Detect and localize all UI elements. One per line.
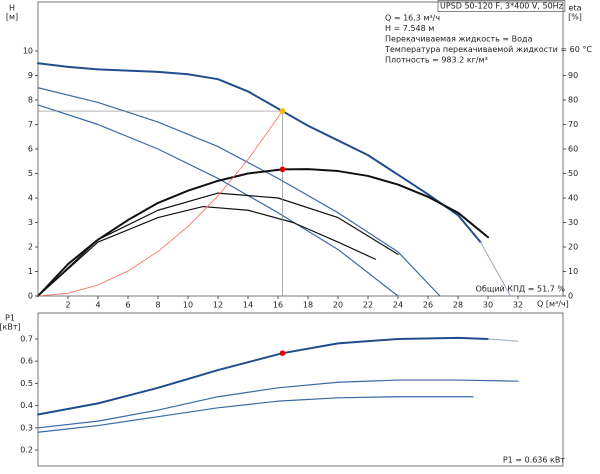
x-tick-label: 10 <box>183 301 193 310</box>
y-tick-label: 0 <box>28 292 33 301</box>
x-tick-label: 16 <box>273 301 283 310</box>
curve <box>37 110 283 297</box>
x-tick-label: 26 <box>423 301 433 310</box>
annotation: P1 = 0.636 кВт <box>503 456 565 465</box>
curve <box>37 168 489 297</box>
operating-point <box>279 108 286 114</box>
curve <box>37 104 399 297</box>
x-tick-label: 2 <box>65 301 70 310</box>
x-tick-label: 12 <box>213 301 223 310</box>
y2-tick-label: 60 <box>568 145 578 154</box>
x-axis-label: Q [м³/ч] <box>537 300 569 309</box>
y2-tick-label: 80 <box>568 96 578 105</box>
y-tick-label: 7 <box>28 120 33 129</box>
x-tick-label: 32 <box>513 301 523 310</box>
y2-tick-label: 70 <box>568 120 578 129</box>
y-tick-label: 5 <box>28 169 33 178</box>
x-tick-label: 30 <box>483 301 493 310</box>
curve <box>37 62 482 244</box>
y2-tick-label: 0 <box>568 292 573 301</box>
x-tick-label: 14 <box>243 301 253 310</box>
x-tick-label: 24 <box>393 301 403 310</box>
title-box <box>437 0 566 12</box>
curve <box>37 192 399 297</box>
y2-tick-label: 90 <box>568 71 578 80</box>
curve <box>37 396 474 433</box>
y-tick-label: 0.7 <box>20 334 33 343</box>
info-line: Перекачиваемая жидкость = Вода <box>385 35 533 44</box>
x-tick-label: 28 <box>453 301 463 310</box>
y-tick-label: 1 <box>28 267 33 276</box>
y-tick-label: 9 <box>28 71 33 80</box>
y-tick-label: 2 <box>28 243 33 252</box>
y-tick-label: 0.2 <box>20 446 33 455</box>
y-tick-label: 0.4 <box>20 401 33 410</box>
y-tick-label: 0.5 <box>20 379 33 388</box>
curve <box>487 338 519 342</box>
y-tick-label: 8 <box>28 96 33 105</box>
x-tick-label: 18 <box>303 301 313 310</box>
operating-point <box>279 166 286 173</box>
operating-point <box>279 350 286 356</box>
y-axis-label: P1 <box>5 314 15 323</box>
x-tick-label: 22 <box>363 301 373 310</box>
y2-axis-label: eta <box>569 4 582 13</box>
y-axis-label: H <box>9 4 15 13</box>
curve <box>37 87 441 297</box>
y2-tick-label: 50 <box>568 169 578 178</box>
y-tick-label: 10 <box>23 47 33 56</box>
info-line: Температура перекачиваемой жидкости = 60… <box>384 45 592 54</box>
curve <box>37 379 519 429</box>
y-tick-label: 0.6 <box>20 357 33 366</box>
y2-tick-label: 40 <box>568 194 578 203</box>
y2-tick-label: 10 <box>568 267 578 276</box>
y-tick-label: 6 <box>28 145 33 154</box>
info-line: H = 7.548 м <box>385 24 434 33</box>
info-line: Плотность = 983.2 кг/м³ <box>385 56 488 65</box>
curve <box>480 241 511 297</box>
y2-tick-label: 30 <box>568 218 578 227</box>
y2-tick-label: 20 <box>568 243 578 252</box>
info-line: Q = 16.3 м³/ч <box>385 14 440 23</box>
y2-axis-label: [%] <box>568 13 582 22</box>
x-tick-label: 4 <box>95 301 100 310</box>
x-tick-label: 8 <box>155 301 160 310</box>
y-axis-label: [м] <box>6 13 18 22</box>
x-tick-label: 20 <box>333 301 343 310</box>
annotation: Общий КПД = 51.7 % <box>476 285 566 294</box>
y-tick-label: 4 <box>28 194 33 203</box>
chart-title: UPSD 50-120 F, 3*400 V, 50Hz <box>440 2 563 11</box>
y-tick-label: 3 <box>28 218 33 227</box>
y-axis-label: [кВт] <box>0 323 21 332</box>
y-tick-label: 0.3 <box>20 423 33 432</box>
x-tick-label: 6 <box>125 301 130 310</box>
plot-frame <box>37 312 564 467</box>
curve <box>37 205 377 297</box>
